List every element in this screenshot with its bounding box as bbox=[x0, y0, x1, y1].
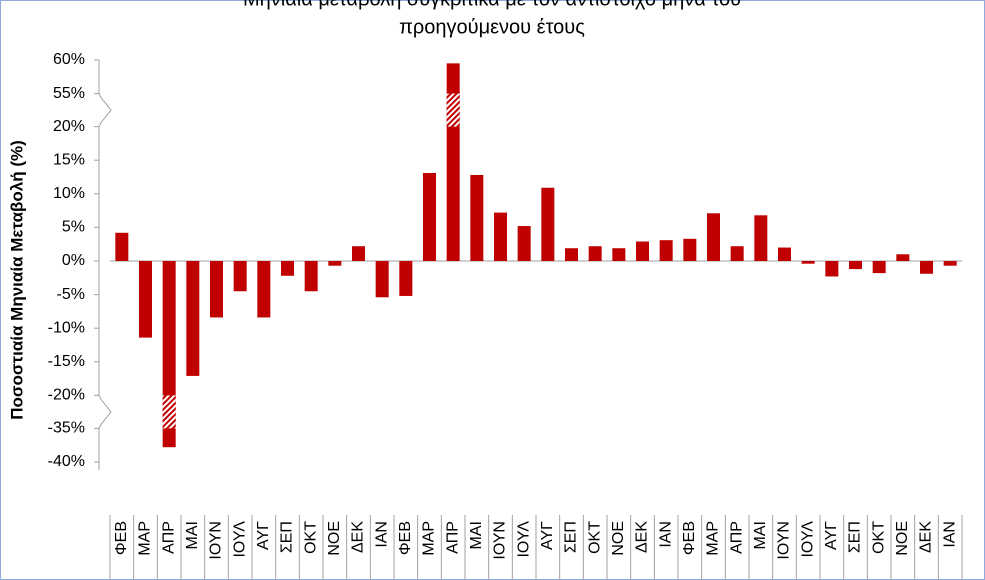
bar bbox=[636, 241, 649, 261]
x-tick-label: ΑΥΓ bbox=[539, 521, 556, 550]
x-tick-label: ΔΕΚ bbox=[918, 521, 935, 553]
bar bbox=[186, 261, 200, 376]
x-tick-label: ΙΟΥΛ bbox=[231, 521, 248, 558]
bar bbox=[801, 261, 815, 264]
chart-title: προηγούμενου έτους bbox=[399, 16, 585, 38]
bar bbox=[849, 261, 862, 270]
bar bbox=[328, 261, 342, 266]
bar bbox=[233, 261, 247, 292]
x-tick-label: ΜΑΙ bbox=[468, 521, 485, 549]
y-tick-label: 60% bbox=[53, 51, 85, 68]
y-tick-label: 15% bbox=[53, 151, 85, 168]
bar bbox=[494, 212, 507, 261]
bar bbox=[375, 261, 389, 298]
x-tick-label: ΦΕΒ bbox=[397, 521, 414, 555]
x-tick-label: ΙΟΥΛ bbox=[515, 521, 532, 558]
bar bbox=[707, 213, 720, 261]
y-tick-label: -10% bbox=[48, 319, 85, 336]
x-tick-label: ΑΥΓ bbox=[255, 521, 272, 550]
bar bbox=[446, 63, 460, 261]
x-tick-label: ΜΑΡ bbox=[137, 521, 154, 556]
bar bbox=[588, 246, 602, 261]
bar bbox=[778, 247, 791, 261]
x-tick-label: ΙΟΥΛ bbox=[799, 521, 816, 558]
x-tick-label: ΟΚΤ bbox=[302, 521, 319, 554]
bar bbox=[683, 238, 697, 261]
bar bbox=[943, 261, 957, 266]
x-tick-label: ΝΟΕ bbox=[610, 521, 627, 556]
y-tick-label: -40% bbox=[48, 453, 85, 470]
x-tick-label: ΙΟΥΝ bbox=[776, 521, 793, 560]
x-tick-label: ΙΟΥΝ bbox=[208, 521, 225, 560]
y-tick-label: 5% bbox=[62, 219, 85, 236]
x-tick-label: ΑΠΡ bbox=[160, 521, 177, 554]
chart-title: Μηνιαία μεταβολή συγκριτικά με τον αντίσ… bbox=[243, 0, 741, 10]
bar bbox=[825, 261, 839, 277]
bar bbox=[730, 246, 744, 261]
bar-break-hatch bbox=[162, 395, 176, 429]
bar bbox=[304, 261, 318, 292]
x-tick-label: ΦΕΒ bbox=[681, 521, 698, 555]
x-tick-label: ΔΕΚ bbox=[634, 521, 651, 553]
x-tick-label: ΜΑΡ bbox=[421, 521, 438, 556]
bar bbox=[281, 261, 294, 276]
bar bbox=[872, 261, 886, 274]
x-tick-label: ΣΕΠ bbox=[563, 521, 580, 553]
x-tick-label: ΜΑΡ bbox=[705, 521, 722, 556]
x-tick-label: ΙΑΝ bbox=[657, 521, 674, 548]
y-tick-label: -15% bbox=[48, 353, 85, 370]
y-tick-label: 0% bbox=[62, 252, 85, 269]
x-tick-label: ΔΕΚ bbox=[350, 521, 367, 553]
y-tick-label: -20% bbox=[48, 387, 85, 404]
bar bbox=[423, 172, 436, 261]
y-tick-label: 55% bbox=[53, 85, 85, 102]
axis-break bbox=[98, 93, 112, 127]
x-tick-label: ΣΕΠ bbox=[847, 521, 864, 553]
bar bbox=[517, 226, 531, 261]
bar bbox=[612, 248, 626, 261]
x-tick-label: ΙΟΥΝ bbox=[492, 521, 509, 560]
x-tick-label: ΙΑΝ bbox=[941, 521, 958, 548]
x-tick-label: ΝΟΕ bbox=[894, 521, 911, 556]
axis-break-gap bbox=[96, 93, 102, 127]
bar bbox=[920, 261, 933, 274]
y-tick-label: -5% bbox=[57, 286, 85, 303]
bar bbox=[210, 261, 223, 318]
bar bbox=[896, 254, 910, 261]
bar bbox=[470, 174, 484, 261]
y-tick-label: -35% bbox=[48, 420, 85, 437]
axis-break-gap bbox=[96, 395, 102, 429]
bar bbox=[139, 261, 152, 338]
y-axis-label: Ποσοστιαία Μηνιαία Μεταβολή (%) bbox=[7, 140, 26, 420]
axis-break bbox=[98, 395, 112, 429]
x-tick-label: ΙΑΝ bbox=[373, 521, 390, 548]
x-tick-label: ΝΟΕ bbox=[326, 521, 343, 556]
y-tick-label: 10% bbox=[53, 185, 85, 202]
x-tick-label: ΑΥΓ bbox=[823, 521, 840, 550]
bar bbox=[754, 215, 768, 261]
x-tick-label: ΟΚΤ bbox=[870, 521, 887, 554]
bar-break-hatch bbox=[446, 93, 460, 127]
bar bbox=[115, 232, 129, 261]
x-tick-label: ΜΑΙ bbox=[752, 521, 769, 549]
x-tick-label: ΣΕΠ bbox=[279, 521, 296, 553]
bar bbox=[565, 248, 578, 261]
y-tick-label: 20% bbox=[53, 118, 85, 135]
x-tick-label: ΑΠΡ bbox=[444, 521, 461, 554]
bar bbox=[257, 261, 271, 318]
x-tick-label: ΟΚΤ bbox=[586, 521, 603, 554]
bar bbox=[399, 261, 413, 296]
bar bbox=[352, 246, 365, 261]
x-tick-label: ΦΕΒ bbox=[113, 521, 130, 555]
x-tick-label: ΜΑΙ bbox=[184, 521, 201, 549]
bar bbox=[541, 187, 555, 261]
x-tick-label: ΑΠΡ bbox=[728, 521, 745, 554]
bar bbox=[659, 240, 673, 261]
